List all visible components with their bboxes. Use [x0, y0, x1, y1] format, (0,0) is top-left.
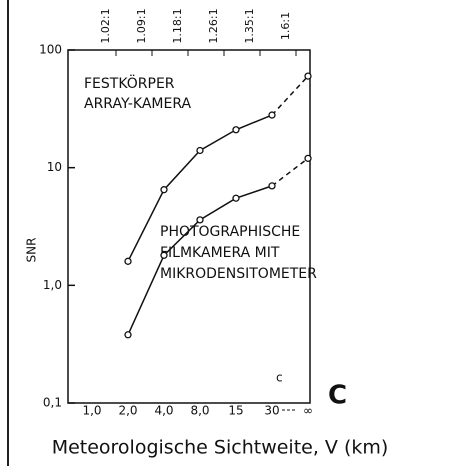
annotation: ARRAY-KAMERA [84, 96, 191, 112]
y-tick-label: 10 [47, 160, 62, 174]
y-axis-label: SNR [25, 238, 39, 263]
top-tick-label: 1.26:1 [207, 8, 220, 43]
data-point [196, 216, 204, 224]
top-tick-label: 1.18:1 [171, 8, 184, 43]
series-dashed [271, 157, 309, 187]
data-point [160, 251, 168, 259]
annotation: PHOTOGRAPHISCHE [160, 224, 300, 240]
annotation: C [328, 381, 347, 411]
annotation: FESTKÖRPER [84, 74, 175, 92]
data-point [124, 331, 132, 339]
x-tick-label: 2,0 [118, 404, 137, 418]
annotation: c [276, 371, 283, 385]
annotation: MIKRODENSITOMETER [160, 266, 317, 282]
y-tick-label: 0,1 [43, 396, 62, 410]
x-tick-label: 1,0 [82, 404, 101, 418]
data-point [304, 154, 312, 162]
data-point [232, 194, 240, 202]
y-tick-label: 1,0 [43, 278, 62, 292]
y-tick-label: 100 [39, 43, 62, 57]
top-tick-label: 1.09:1 [135, 8, 148, 43]
data-point [124, 257, 132, 265]
top-tick-label: 1.6:1 [279, 12, 292, 40]
x-tick-label: 4,0 [154, 404, 173, 418]
data-point [268, 111, 276, 119]
plot-frame [67, 49, 311, 404]
x-tick-label: ∞ [303, 404, 313, 418]
top-tick-label: 1.35:1 [243, 8, 256, 43]
x-tick-label: 15 [228, 404, 243, 418]
x-axis-label: Meteorologische Sichtweite, V (km) [52, 437, 389, 459]
data-point [160, 186, 168, 194]
x-tick-label: 8,0 [190, 404, 209, 418]
data-point [304, 72, 312, 80]
data-point [196, 146, 204, 155]
data-point [232, 126, 240, 134]
annotation: FILMKAMERA MIT [160, 245, 280, 261]
x-tick-label: 30 [264, 404, 279, 418]
series-dashed [271, 75, 309, 116]
data-point [268, 182, 276, 190]
top-tick-label: 1.02:1 [99, 8, 112, 43]
